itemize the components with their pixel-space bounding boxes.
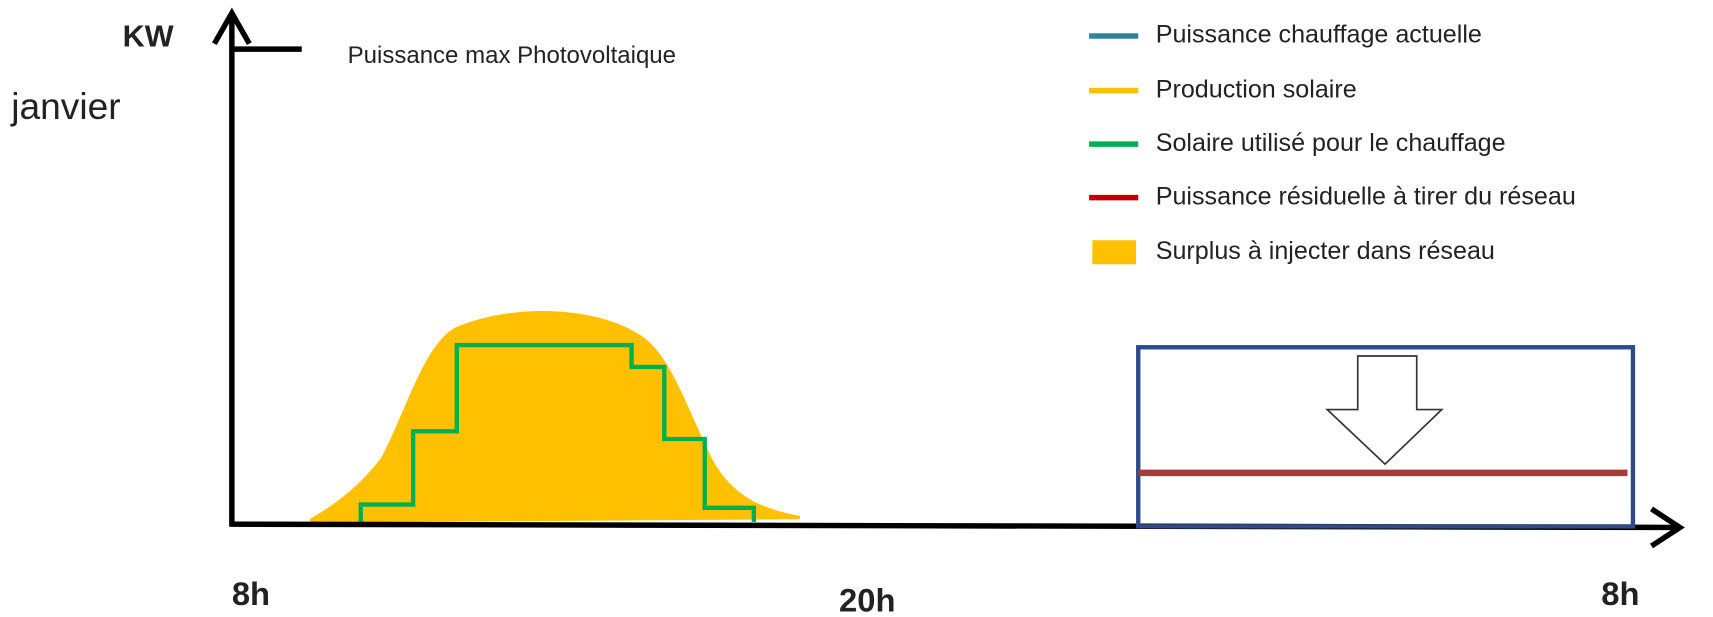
y-axis-arrow <box>212 7 252 46</box>
y-axis-label: KW <box>123 19 174 53</box>
legend-swatch <box>1092 240 1137 265</box>
x-axis-arrow <box>1650 506 1685 549</box>
legend-label: Puissance chauffage actuelle <box>1156 21 1482 49</box>
x-label: 8h <box>1601 575 1639 612</box>
x-label: 20h <box>839 581 895 617</box>
month-label: janvier <box>10 85 120 127</box>
x-label: 8h <box>232 575 270 612</box>
down-arrow <box>1325 355 1444 466</box>
legend-label: Solaire utilisé pour le chauffage <box>1156 129 1506 157</box>
legend-label: Production solaire <box>1156 75 1357 103</box>
solar-production-area <box>309 311 801 523</box>
legend-label: Puissance résiduelle à tirer du réseau <box>1156 182 1576 210</box>
max-label: Puissance max Photovoltaique <box>348 42 676 69</box>
night-box <box>1136 345 1636 529</box>
legend-label: Surplus à injecter dans réseau <box>1156 237 1495 265</box>
solar-used-line <box>358 342 757 522</box>
